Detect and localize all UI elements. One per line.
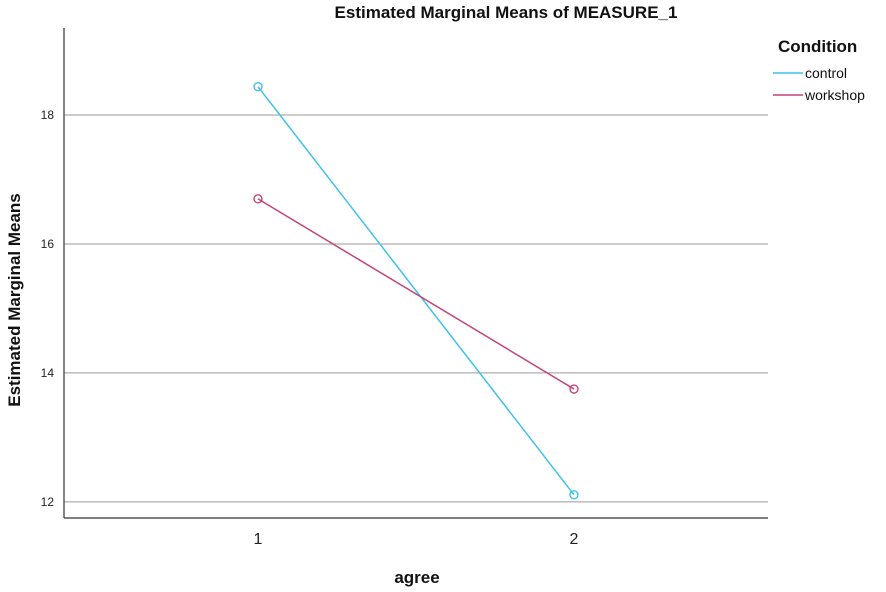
- series-layer: [253, 81, 579, 500]
- x-axis-label: agree: [394, 568, 439, 587]
- data-point-control: [253, 81, 263, 92]
- legend-label-workshop: workshop: [804, 87, 865, 103]
- data-point-workshop: [569, 384, 579, 394]
- data-point-control: [569, 490, 579, 500]
- y-tick-label: 12: [41, 495, 55, 509]
- chart-title: Estimated Marginal Means of MEASURE_1: [335, 3, 678, 22]
- axes: [63, 28, 768, 519]
- gridlines: [64, 114, 768, 503]
- legend: Condition control workshop: [773, 37, 865, 103]
- y-tick-label: 14: [41, 366, 55, 380]
- series-line-control: [257, 86, 575, 496]
- series-control: [253, 81, 579, 500]
- y-tick-label: 18: [41, 108, 55, 122]
- y-tick-labels: 12 14 16 18: [41, 108, 55, 509]
- x-tick-label: 1: [254, 531, 263, 548]
- y-tick-label: 16: [41, 237, 55, 251]
- legend-label-control: control: [805, 65, 847, 81]
- series-workshop: [253, 194, 579, 394]
- series-line-workshop: [257, 198, 575, 390]
- data-point-workshop: [253, 194, 263, 204]
- y-axis-label: Estimated Marginal Means: [5, 193, 24, 407]
- x-tick-label: 2: [570, 531, 579, 548]
- legend-title: Condition: [778, 37, 857, 56]
